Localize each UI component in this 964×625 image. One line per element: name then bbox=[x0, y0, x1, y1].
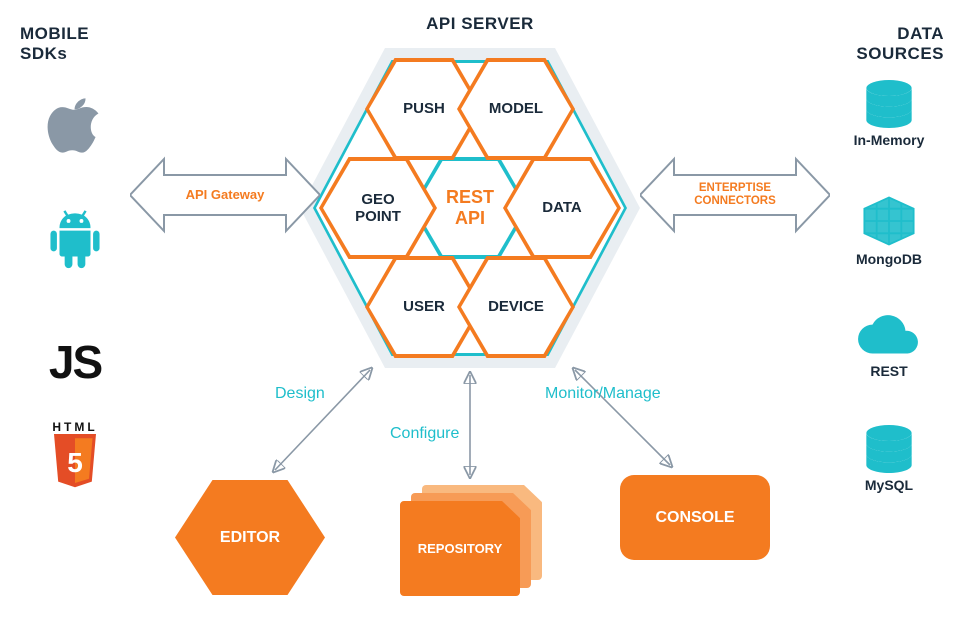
label-design: Design bbox=[275, 385, 325, 403]
label-monitor: Monitor/Manage bbox=[545, 385, 661, 403]
label-configure: Configure bbox=[390, 425, 459, 443]
block-repository: REPOSITORY bbox=[400, 485, 550, 600]
block-console: CONSOLE bbox=[620, 475, 770, 560]
